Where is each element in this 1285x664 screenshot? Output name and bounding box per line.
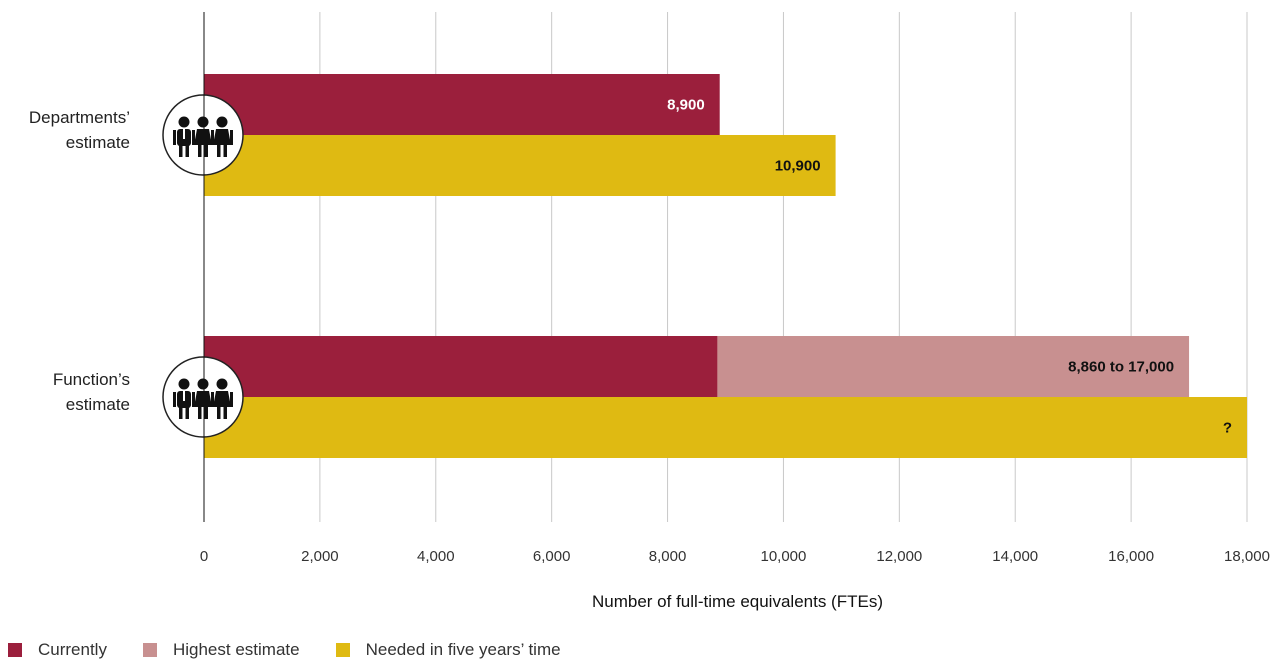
person-body-icon bbox=[213, 391, 231, 407]
person-head-icon bbox=[197, 378, 209, 390]
person-leg-icon bbox=[179, 145, 183, 157]
person-head-icon bbox=[216, 378, 228, 390]
bar-value-label: 10,900 bbox=[775, 158, 821, 175]
person-body-icon bbox=[194, 129, 212, 145]
person-body-icon bbox=[194, 391, 212, 407]
x-tick-label: 0 bbox=[200, 548, 208, 565]
x-tick-label: 2,000 bbox=[301, 548, 339, 565]
category-label-line: estimate bbox=[66, 133, 130, 152]
bar-needed bbox=[204, 135, 836, 196]
person-leg-icon bbox=[217, 145, 221, 157]
x-tick-label: 6,000 bbox=[533, 548, 571, 565]
person-head-icon bbox=[178, 378, 190, 390]
person-arm-icon bbox=[173, 130, 176, 145]
bar-value-label: 8,900 bbox=[667, 97, 705, 114]
person-leg-icon bbox=[204, 145, 208, 157]
legend-swatch-currently bbox=[8, 643, 22, 657]
legend-swatch-needed bbox=[335, 643, 350, 657]
legend-item-highest-estimate: Highest estimate bbox=[142, 640, 300, 660]
person-leg-icon bbox=[185, 145, 189, 157]
person-tie-icon bbox=[183, 391, 185, 401]
legend-label-highest-estimate: Highest estimate bbox=[172, 640, 300, 659]
person-head-icon bbox=[197, 116, 209, 128]
person-arm-icon bbox=[192, 392, 195, 407]
category-label-line: estimate bbox=[66, 395, 130, 414]
person-leg-icon bbox=[217, 407, 221, 419]
x-tick-label: 18,000 bbox=[1224, 548, 1270, 565]
person-head-icon bbox=[178, 116, 190, 128]
category-label: Function’s estimate bbox=[53, 370, 130, 414]
person-arm-icon bbox=[173, 392, 176, 407]
bar-value-label: 8,860 to 17,000 bbox=[1068, 359, 1174, 376]
person-arm-icon bbox=[230, 392, 233, 407]
x-tick-label: 4,000 bbox=[417, 548, 455, 565]
person-leg-icon bbox=[204, 407, 208, 419]
bar-needed bbox=[204, 397, 1247, 458]
legend: Currently Highest estimate Needed in fiv… bbox=[8, 640, 597, 660]
x-axis-title: Number of full-time equivalents (FTEs) bbox=[592, 592, 883, 611]
person-arm-icon bbox=[230, 130, 233, 145]
person-leg-icon bbox=[223, 145, 227, 157]
category-label-line: Function’s bbox=[53, 370, 130, 389]
bar-currently bbox=[204, 74, 720, 135]
person-body-icon bbox=[213, 129, 231, 145]
legend-item-currently: Currently bbox=[8, 640, 107, 660]
person-arm-icon bbox=[211, 130, 214, 145]
x-tick-label: 14,000 bbox=[992, 548, 1038, 565]
legend-swatch-highest-estimate bbox=[142, 643, 157, 657]
legend-label-currently: Currently bbox=[38, 640, 107, 659]
person-leg-icon bbox=[185, 407, 189, 419]
person-arm-icon bbox=[211, 392, 214, 407]
person-head-icon bbox=[216, 116, 228, 128]
x-tick-label: 8,000 bbox=[649, 548, 687, 565]
x-tick-label: 12,000 bbox=[876, 548, 922, 565]
person-leg-icon bbox=[223, 407, 227, 419]
person-arm-icon bbox=[192, 130, 195, 145]
bar-value-label: ? bbox=[1223, 420, 1232, 437]
person-leg-icon bbox=[198, 145, 202, 157]
x-tick-label: 16,000 bbox=[1108, 548, 1154, 565]
category-label-line: Departments’ bbox=[29, 108, 130, 127]
legend-item-needed: Needed in five years’ time bbox=[335, 640, 561, 660]
bar-currently bbox=[204, 336, 718, 397]
person-leg-icon bbox=[179, 407, 183, 419]
category-label: Departments’ estimate bbox=[29, 108, 130, 152]
person-leg-icon bbox=[198, 407, 202, 419]
x-tick-label: 10,000 bbox=[760, 548, 806, 565]
person-tie-icon bbox=[183, 129, 185, 139]
legend-label-needed: Needed in five years’ time bbox=[365, 640, 561, 659]
bar-highest-estimate bbox=[717, 336, 1190, 397]
